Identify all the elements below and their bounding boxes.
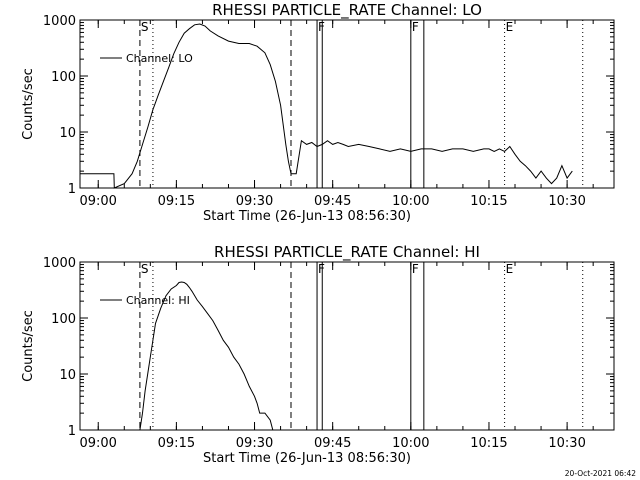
x-axis-label: Start Time (26-Jun-13 08:56:30) bbox=[203, 209, 411, 224]
plot-frame bbox=[79, 261, 615, 431]
x-tick-label: 09:30 bbox=[236, 194, 273, 209]
x-tick-label: 10:00 bbox=[392, 194, 429, 209]
y-tick-label: 1 bbox=[68, 182, 76, 197]
event-marker-label: F bbox=[318, 20, 325, 34]
x-tick-label: 10:30 bbox=[548, 194, 585, 209]
x-tick-label: 09:00 bbox=[79, 194, 116, 209]
y-tick-label: 10 bbox=[59, 126, 76, 141]
legend-label: Channel: LO bbox=[126, 52, 193, 65]
event-marker-label: F bbox=[318, 262, 325, 276]
chart-title: RHESSI PARTICLE_RATE Channel: LO bbox=[212, 1, 482, 20]
x-tick-label: 10:30 bbox=[548, 436, 585, 451]
y-tick-label: 100 bbox=[51, 312, 76, 327]
data-line bbox=[80, 23, 573, 189]
generation-timestamp: 20-Oct-2021 06:42 bbox=[565, 469, 636, 478]
x-tick-label: 10:15 bbox=[470, 436, 507, 451]
legend-label: Channel: HI bbox=[126, 294, 190, 307]
y-tick-label: 1000 bbox=[43, 14, 76, 29]
plot-frame bbox=[79, 19, 615, 189]
event-marker-label: E bbox=[506, 262, 514, 276]
y-axis-label: Counts/sec bbox=[21, 68, 36, 140]
event-marker-label: F bbox=[412, 20, 419, 34]
y-tick-label: 100 bbox=[51, 70, 76, 85]
event-marker-label: F bbox=[412, 262, 419, 276]
y-tick-label: 10 bbox=[59, 368, 76, 383]
event-marker-label: S bbox=[141, 20, 149, 34]
y-axis-label: Counts/sec bbox=[21, 310, 36, 382]
x-tick-label: 09:00 bbox=[79, 436, 116, 451]
event-marker-label: E bbox=[506, 20, 514, 34]
chart-title: RHESSI PARTICLE_RATE Channel: HI bbox=[214, 243, 480, 262]
x-tick-label: 09:15 bbox=[158, 194, 195, 209]
lo-channel-panel: RHESSI PARTICLE_RATE Channel: LO 1 10 100 10… bbox=[21, 1, 615, 224]
y-tick-label: 1 bbox=[68, 424, 76, 439]
x-tick-label: 10:00 bbox=[392, 436, 429, 451]
x-tick-label: 09:30 bbox=[236, 436, 273, 451]
event-marker-label: S bbox=[141, 262, 149, 276]
x-axis-label: Start Time (26-Jun-13 08:56:30) bbox=[203, 451, 411, 466]
x-tick-label: 10:15 bbox=[470, 194, 507, 209]
y-tick-label: 1000 bbox=[43, 256, 76, 271]
x-tick-label: 09:15 bbox=[158, 436, 195, 451]
hi-channel-panel: RHESSI PARTICLE_RATE Channel: HI 1 10 100 10… bbox=[21, 243, 615, 466]
data-line bbox=[139, 281, 274, 431]
x-tick-label: 09:45 bbox=[314, 194, 351, 209]
x-tick-label: 09:45 bbox=[314, 436, 351, 451]
